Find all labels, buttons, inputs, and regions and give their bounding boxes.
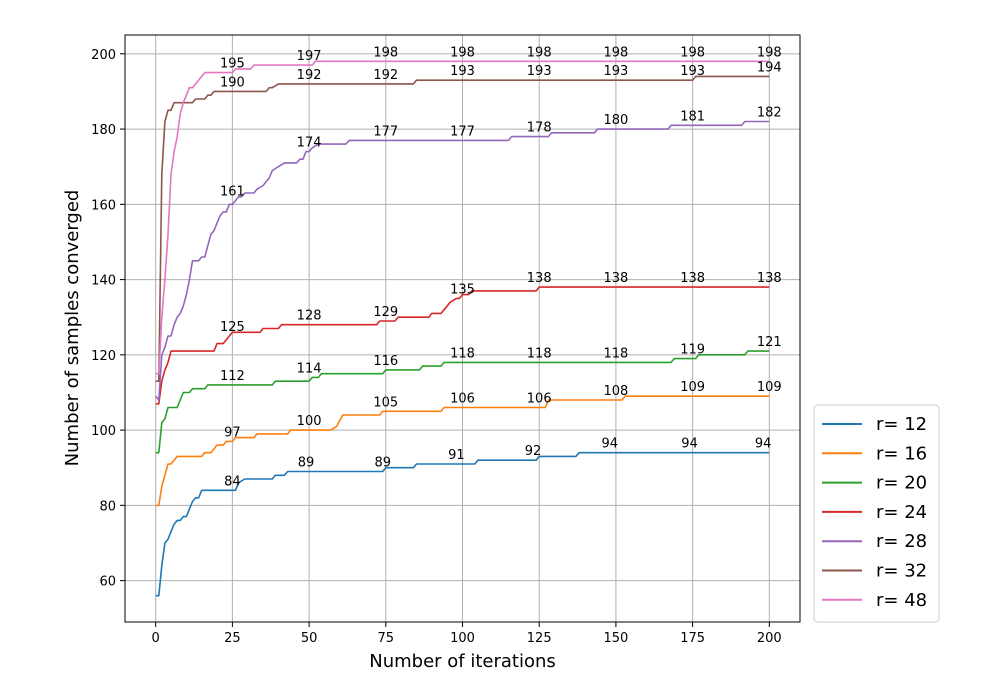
- legend-label: r= 20: [876, 473, 927, 494]
- data-label-r20: 112: [220, 369, 245, 384]
- data-label-r16: 109: [680, 380, 705, 395]
- data-label-r48: 198: [450, 45, 475, 60]
- data-label-r28: 180: [603, 113, 628, 128]
- data-label-r20: 114: [297, 361, 322, 376]
- x-tick-label: 200: [757, 631, 782, 646]
- x-tick-label: 175: [680, 631, 705, 646]
- data-label-r32: 193: [603, 64, 628, 79]
- data-label-r48: 198: [373, 45, 398, 60]
- y-tick-label: 180: [91, 123, 116, 138]
- series-line-r32: [155, 75, 770, 383]
- data-label-r48: 198: [680, 45, 705, 60]
- data-label-r16: 97: [224, 425, 241, 440]
- y-tick-label: 60: [99, 575, 116, 590]
- data-label-r32: 193: [450, 64, 475, 79]
- x-tick-label: 25: [224, 631, 241, 646]
- data-label-r28: 174: [297, 136, 322, 151]
- data-label-r28: 181: [680, 109, 705, 124]
- x-tick-label: 125: [527, 631, 552, 646]
- legend-label: r= 28: [876, 531, 927, 552]
- data-label-r24: 138: [757, 271, 782, 286]
- series-lines: [155, 60, 770, 597]
- y-tick-label: 200: [91, 48, 116, 63]
- data-label-r24: 135: [450, 282, 475, 297]
- y-axis-label: Number of samples converged: [62, 190, 83, 467]
- data-label-r12: 94: [601, 437, 618, 452]
- x-tick-label: 0: [152, 631, 160, 646]
- data-label-r24: 138: [527, 271, 552, 286]
- axis-ticks: 0 25 50 75 100 125 150 175 200 60 80 100 120 140 160 18…: [91, 48, 782, 646]
- legend-label: r= 48: [876, 590, 927, 611]
- x-tick-label: 100: [450, 631, 475, 646]
- data-label-r12: 89: [298, 455, 315, 470]
- data-label-r20: 118: [450, 346, 475, 361]
- data-label-r24: 138: [680, 271, 705, 286]
- series-line-r48: [155, 60, 770, 375]
- data-label-r48: 198: [603, 45, 628, 60]
- data-label-r12: 92: [525, 444, 542, 459]
- data-label-r24: 128: [297, 309, 322, 324]
- data-label-r28: 177: [373, 124, 398, 139]
- y-tick-label: 100: [91, 424, 116, 439]
- data-label-r32: 190: [220, 75, 245, 90]
- legend-label: r= 16: [876, 443, 927, 464]
- data-label-r24: 138: [603, 271, 628, 286]
- data-label-r16: 105: [373, 395, 398, 410]
- series-line-r16: [155, 395, 770, 507]
- series-line-r20: [155, 350, 770, 454]
- series-line-r12: [155, 451, 770, 597]
- legend-box: [813, 404, 940, 623]
- data-label-r32: 193: [527, 64, 552, 79]
- data-label-r32: 192: [297, 68, 322, 83]
- data-label-r48: 198: [757, 45, 782, 60]
- data-label-r16: 108: [603, 384, 628, 399]
- data-label-r28: 182: [757, 106, 782, 121]
- legend-label: r= 12: [876, 414, 927, 435]
- data-label-r48: 197: [297, 49, 322, 64]
- data-label-r20: 118: [603, 346, 628, 361]
- data-label-r28: 178: [527, 121, 552, 136]
- x-tick-label: 150: [603, 631, 628, 646]
- data-label-r24: 129: [373, 305, 398, 320]
- data-label-r20: 119: [680, 343, 705, 358]
- data-label-r12: 91: [448, 448, 465, 463]
- y-tick-label: 80: [99, 499, 116, 514]
- series-line-r24: [155, 286, 770, 405]
- data-label-r20: 121: [757, 335, 782, 350]
- data-label-r48: 195: [220, 57, 245, 72]
- data-label-r16: 106: [450, 392, 475, 407]
- data-label-r12: 89: [374, 455, 391, 470]
- data-label-r20: 116: [373, 354, 398, 369]
- data-label-r16: 109: [757, 380, 782, 395]
- x-axis-label: Number of iterations: [369, 651, 556, 672]
- data-label-r16: 100: [297, 414, 322, 429]
- data-label-r20: 118: [527, 346, 552, 361]
- data-label-r28: 177: [450, 124, 475, 139]
- data-label-r12: 94: [681, 437, 698, 452]
- data-label-r28: 161: [220, 185, 245, 200]
- data-label-r12: 84: [224, 474, 241, 489]
- data-label-r12: 94: [755, 437, 772, 452]
- data-label-r16: 106: [527, 392, 552, 407]
- x-tick-label: 75: [378, 631, 395, 646]
- data-label-r48: 198: [527, 45, 552, 60]
- y-tick-label: 160: [91, 198, 116, 213]
- legend-label: r= 24: [876, 502, 927, 523]
- x-tick-label: 50: [301, 631, 318, 646]
- series-line-r28: [155, 120, 770, 401]
- data-labels: 84 89 89 91 92 94 94 94 97 100 105 106 106 108 109 109 1…: [220, 45, 782, 489]
- legend-label: r= 32: [876, 561, 927, 582]
- data-label-r24: 125: [220, 320, 245, 335]
- data-label-r32: 193: [680, 64, 705, 79]
- grid-lines: [125, 35, 800, 622]
- y-tick-label: 120: [91, 349, 116, 364]
- data-label-r32: 192: [373, 68, 398, 83]
- legend: r= 12 r= 16 r= 20 r= 24 r= 28 r= 32 r= 48: [813, 404, 940, 623]
- y-tick-label: 140: [91, 274, 116, 289]
- data-label-r32: 194: [757, 60, 782, 75]
